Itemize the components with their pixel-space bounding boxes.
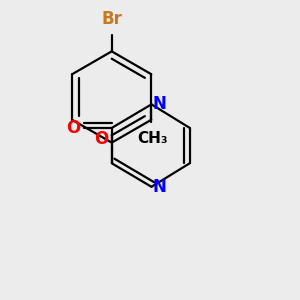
- Text: Br: Br: [101, 10, 122, 28]
- Text: N: N: [153, 95, 167, 113]
- Text: N: N: [153, 178, 167, 196]
- Text: O: O: [66, 119, 80, 137]
- Text: CH₃: CH₃: [138, 131, 168, 146]
- Text: O: O: [94, 130, 109, 148]
